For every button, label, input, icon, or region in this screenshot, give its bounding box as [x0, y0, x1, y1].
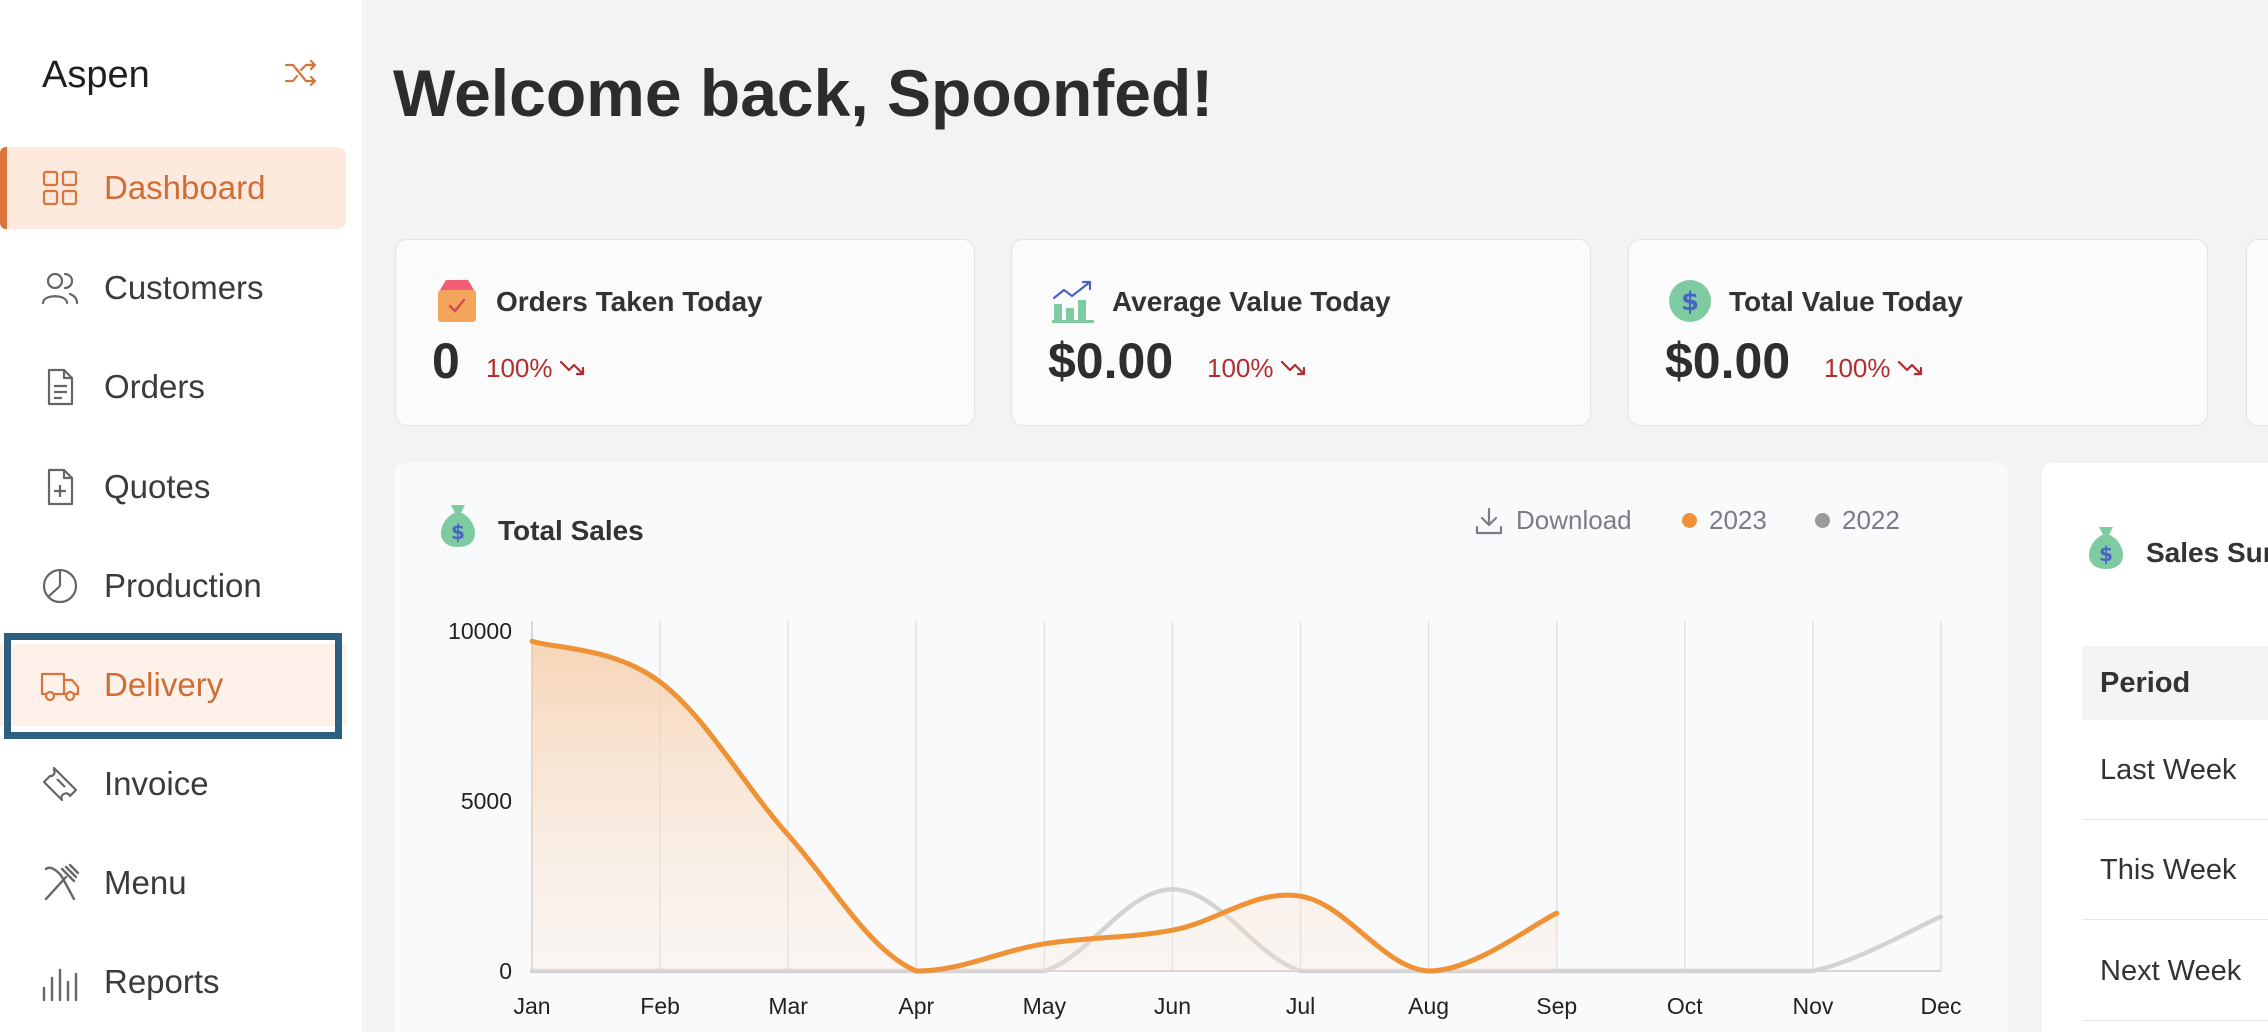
stat-delta: 100% [1824, 353, 1925, 384]
x-tick-label: Aug [1408, 993, 1449, 1019]
stat-card-average: Average Value Today $0.00 100% [1011, 239, 1591, 426]
stat-card-orders: Orders Taken Today 0 100% [395, 239, 975, 426]
file-plus-icon [47, 468, 74, 506]
grid-icon [42, 170, 78, 206]
x-tick-label: May [1023, 993, 1067, 1019]
pie-icon [42, 568, 78, 604]
period-row[interactable]: Last Week [2082, 720, 2268, 820]
sidebar-item-label: Customers [104, 269, 264, 306]
sidebar-item-label: Delivery [104, 666, 224, 703]
sales-title: Total Sales [498, 515, 644, 546]
download-label: Download [1516, 505, 1632, 535]
sales-chart: Jan Feb Mar Apr May Jun Jul Aug Sep Oct Nov Dec 0 500… [448, 618, 1962, 1019]
stat-value: 0 [432, 333, 460, 389]
brand-name: Aspen [42, 54, 150, 96]
sidebar-item-production[interactable]: Production [0, 545, 346, 627]
sidebar-item-label: Menu [104, 864, 187, 901]
period-row[interactable]: Next Week [2082, 921, 2268, 1021]
download-button[interactable]: Download [1474, 505, 1632, 536]
series-line-2023 [529, 638, 1560, 974]
sidebar-item-delivery[interactable]: Delivery [0, 644, 346, 726]
stat-delta-value: 100% [1207, 353, 1274, 383]
selection-highlight [4, 633, 342, 739]
stat-label: Total Value Today [1729, 286, 1963, 317]
stat-label: Orders Taken Today [496, 286, 763, 317]
stat-delta-value: 100% [1824, 353, 1891, 383]
period-row[interactable]: This Week [2082, 820, 2268, 920]
sidebar-item-dashboard[interactable]: Dashboard [0, 147, 346, 229]
box-icon [438, 280, 476, 322]
dollar-coin-icon: $ [1669, 280, 1711, 322]
trend-down-icon [1280, 360, 1305, 375]
sidebar: Aspen Dashboard Customers Orders [0, 0, 362, 1032]
stat-card-total: $ Total Value Today $0.00 100% [1628, 239, 2208, 426]
stat-card-partial [2246, 239, 2268, 426]
x-tick-label: Feb [640, 993, 680, 1019]
summary-title: Sales Summary [2146, 537, 2268, 568]
sidebar-item-label: Reports [104, 963, 220, 1000]
users-icon [41, 272, 79, 305]
stat-delta: 100% [1207, 353, 1308, 384]
x-tick-label: Oct [1667, 993, 1703, 1019]
series-area-2023 [532, 641, 1557, 971]
x-tick-label: Nov [1792, 993, 1833, 1019]
legend-label: 2022 [1842, 505, 1900, 535]
legend-item-2022[interactable]: 2022 [1815, 505, 1900, 536]
stat-value: $0.00 [1665, 333, 1791, 389]
sidebar-item-label: Orders [104, 368, 205, 405]
svg-text:$: $ [2099, 542, 2113, 566]
y-tick-label: 10000 [448, 618, 512, 644]
sidebar-item-orders[interactable]: Orders [0, 346, 346, 428]
x-tick-label: Jun [1154, 993, 1191, 1019]
sidebar-item-invoice[interactable]: Invoice [0, 743, 346, 825]
page-title: Welcome back, Spoonfed! [393, 56, 1214, 130]
period-header: Period [2082, 646, 2268, 720]
sales-summary-card: $ Sales Summary Period Last Week This We… [2042, 463, 2268, 1032]
shuffle-icon[interactable] [284, 58, 318, 88]
total-sales-card: $ Total Sales Download 2023 2022 Jan Feb M… [394, 463, 2008, 1032]
sidebar-item-label: Invoice [104, 765, 209, 802]
legend-swatch [1815, 513, 1830, 528]
legend-item-2023[interactable]: 2023 [1682, 505, 1767, 536]
bar-chart-icon [42, 968, 78, 1002]
legend-label: 2023 [1709, 505, 1767, 535]
x-tick-label: Jan [513, 993, 550, 1019]
x-tick-label: Dec [1921, 993, 1962, 1019]
y-tick-label: 5000 [461, 788, 512, 814]
stat-delta-value: 100% [486, 353, 553, 383]
x-tick-label: Sep [1536, 993, 1577, 1019]
sidebar-item-reports[interactable]: Reports [0, 941, 346, 1023]
sidebar-item-label: Dashboard [104, 169, 266, 206]
download-icon [1475, 507, 1503, 534]
stat-delta: 100% [486, 353, 587, 384]
money-bag-icon: $ [2089, 527, 2123, 569]
money-bag-icon: $ [441, 505, 475, 547]
sidebar-item-customers[interactable]: Customers [0, 247, 346, 329]
utensils-icon [44, 863, 80, 901]
x-tick-label: Jul [1286, 993, 1315, 1019]
svg-text:$: $ [1681, 287, 1699, 317]
trend-down-icon [1897, 360, 1922, 375]
x-tick-label: Apr [898, 993, 934, 1019]
y-tick-label: 0 [499, 958, 512, 984]
trend-down-icon [559, 360, 584, 375]
stat-value: $0.00 [1048, 333, 1174, 389]
svg-text:$: $ [451, 520, 465, 544]
document-icon [47, 368, 74, 406]
legend-swatch [1682, 513, 1697, 528]
x-tick-label: Mar [768, 993, 808, 1019]
chart-up-icon [1052, 280, 1094, 323]
stat-label: Average Value Today [1112, 286, 1391, 317]
sidebar-item-quotes[interactable]: Quotes [0, 446, 346, 528]
ticket-icon [42, 766, 78, 802]
sidebar-item-menu[interactable]: Menu [0, 842, 346, 924]
truck-icon [40, 672, 80, 702]
sidebar-item-label: Production [104, 567, 262, 604]
sidebar-item-label: Quotes [104, 468, 211, 505]
